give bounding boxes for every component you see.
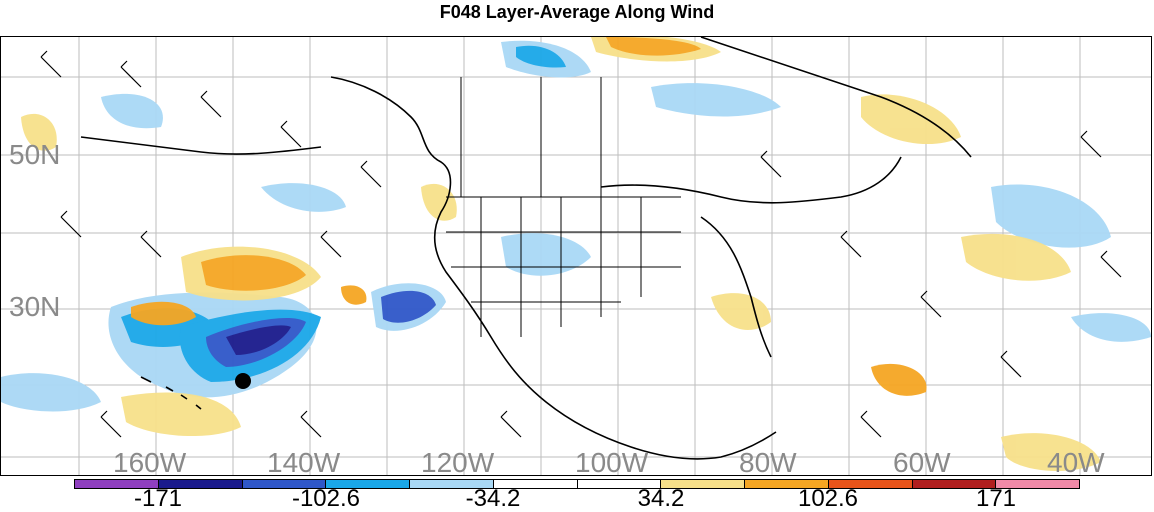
political-borders xyxy=(446,77,681,337)
colorbar-segment xyxy=(410,480,494,488)
positive-contours xyxy=(21,37,1101,472)
colorbar-segment xyxy=(661,480,745,488)
colorbar-segment xyxy=(745,480,829,488)
lon-label-40w: 40W xyxy=(1047,447,1105,476)
colorbar-label-34-2: 34.2 xyxy=(637,485,685,512)
map-canvas xyxy=(1,37,1151,475)
colorbar-segment xyxy=(326,480,410,488)
negative-contours xyxy=(1,40,1151,412)
lat-label-50n: 50N xyxy=(9,139,61,170)
colorbar-label-neg34-2: -34.2 xyxy=(465,485,521,512)
wind-barbs xyxy=(40,50,1122,438)
colorbar-segment xyxy=(996,480,1079,488)
colorbar-segment xyxy=(75,480,159,488)
colorbar-segment xyxy=(158,480,243,488)
location-marker xyxy=(235,373,251,389)
colorbar-label-neg171: -171 xyxy=(133,485,183,512)
lon-label-140w: 140W xyxy=(267,447,341,476)
lon-label-100w: 100W xyxy=(575,447,649,476)
colorbar-segment xyxy=(242,480,327,488)
colorbar-label-171: 171 xyxy=(975,485,1017,512)
colorbar-segment xyxy=(912,480,997,488)
lon-label-80w: 80W xyxy=(739,447,797,476)
lon-label-120w: 120W xyxy=(421,447,495,476)
lon-label-160w: 160W xyxy=(113,447,187,476)
colorbar-segment xyxy=(577,480,662,488)
colorbar-segment xyxy=(828,480,913,488)
colorbar xyxy=(74,479,1080,489)
map-title: F048 Layer-Average Along Wind xyxy=(439,2,715,22)
lat-label-30n: 30N xyxy=(9,291,61,322)
colorbar-label-102-6: 102.6 xyxy=(797,485,859,512)
weather-map: 50N 30N 160W 140W 120W 100W 80W 60W 40W xyxy=(0,36,1152,476)
colorbar-segment xyxy=(493,480,578,488)
coastlines xyxy=(80,37,972,460)
lon-label-60w: 60W xyxy=(893,447,951,476)
colorbar-label-neg102-6: -102.6 xyxy=(291,485,361,512)
